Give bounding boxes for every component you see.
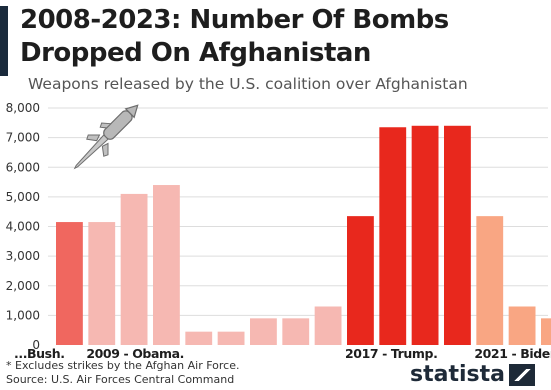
era-label: ...Bush. <box>14 346 65 361</box>
y-axis-tick-labels: 0 1,000 2,000 3,000 4,000 5,000 6,000 7,000 8,00… <box>6 101 40 352</box>
y-tick-label: 4,000 <box>6 220 40 234</box>
title-accent-bar <box>0 6 8 76</box>
bar <box>379 127 407 345</box>
era-label: 2017 - Trump. <box>345 346 437 361</box>
statista-logo-icon <box>508 363 535 386</box>
bar <box>250 318 277 345</box>
statista-logo[interactable]: statista <box>410 362 535 387</box>
bar <box>120 193 148 345</box>
y-tick-label: 6,000 <box>6 160 40 174</box>
y-tick-label: 1,000 <box>6 308 40 322</box>
y-tick-label: 8,000 <box>6 101 40 115</box>
y-tick-label: 7,000 <box>6 131 40 145</box>
y-tick-label: 0 <box>32 338 40 352</box>
bar <box>476 216 504 345</box>
bars <box>56 125 551 346</box>
y-tick-label: 2,000 <box>6 279 40 293</box>
bar <box>88 222 116 345</box>
bar <box>347 216 374 345</box>
statista-logo-text: statista <box>410 362 505 387</box>
bar <box>411 125 439 346</box>
bar <box>153 185 180 345</box>
chart-title: 2008-2023: Number Of Bombs Dropped On Af… <box>20 5 449 68</box>
y-tick-label: 5,000 <box>6 190 40 204</box>
bar <box>56 222 83 345</box>
chart-subtitle: Weapons released by the U.S. coalition o… <box>28 75 468 93</box>
era-label: 2009 - Obama. <box>86 346 184 361</box>
footer-notes: * Excludes strikes by the Afghan Air For… <box>6 359 239 387</box>
footnote-text: * Excludes strikes by the Afghan Air For… <box>6 359 240 372</box>
bar <box>541 318 551 345</box>
bar <box>444 125 471 346</box>
bar <box>282 318 310 345</box>
bar <box>508 306 536 345</box>
bar <box>217 331 245 345</box>
bar <box>185 331 213 345</box>
bar <box>314 306 342 345</box>
bomb-icon <box>73 104 139 170</box>
y-tick-label: 3,000 <box>6 249 40 263</box>
era-labels: ...Bush. 2009 - Obama. 2017 - Trump. 2021 -… <box>14 346 551 361</box>
era-label: 2021 - Biden. <box>474 346 551 361</box>
source-text: Source: U.S. Air Forces Central Command <box>6 373 235 386</box>
